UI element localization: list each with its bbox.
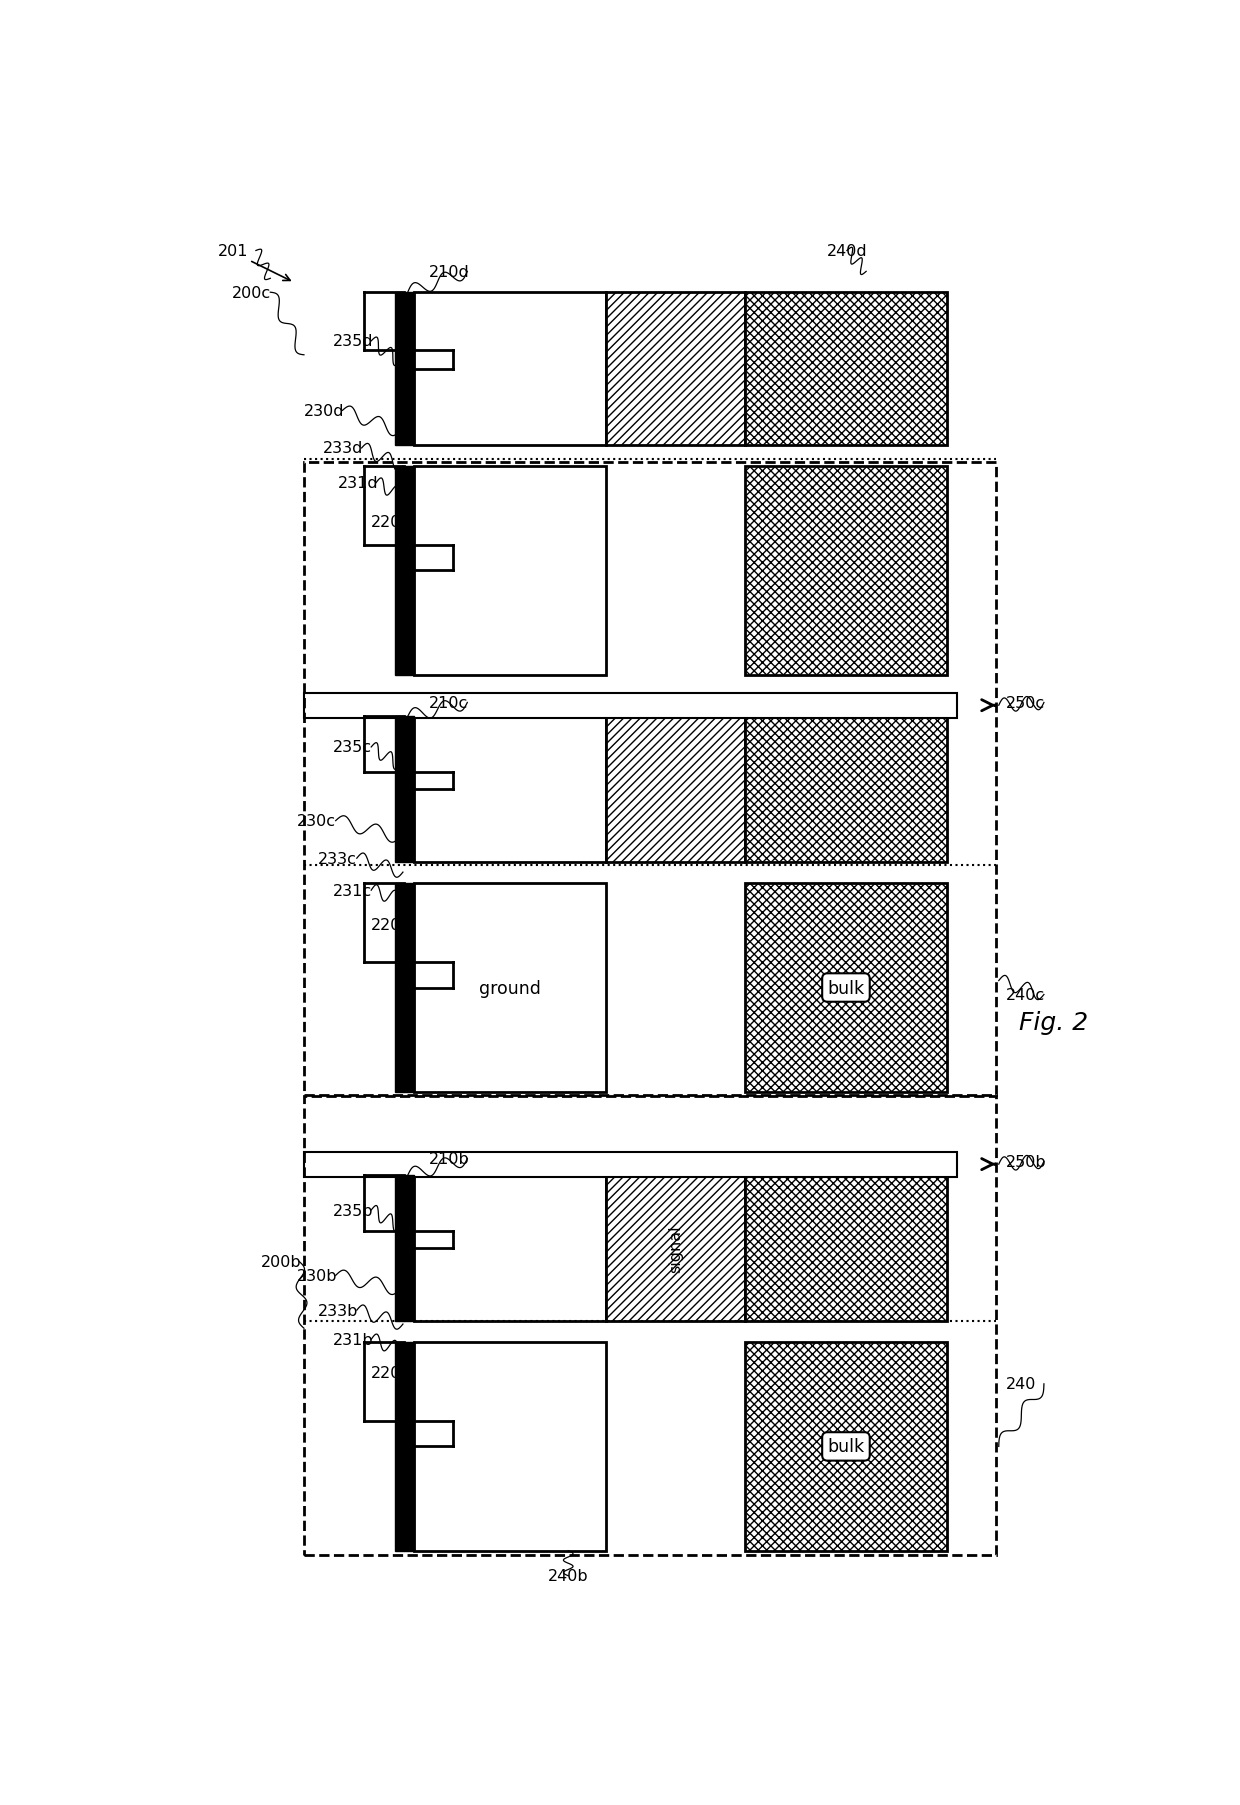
Bar — [404, 292, 413, 446]
Bar — [304, 1096, 996, 1556]
Bar — [396, 1175, 404, 1321]
Bar — [413, 1175, 605, 1321]
Text: 210c: 210c — [429, 695, 469, 711]
Text: 231c: 231c — [332, 883, 372, 899]
Text: 240c: 240c — [1006, 987, 1044, 1002]
Bar — [404, 1343, 413, 1550]
Text: 233b: 233b — [319, 1303, 358, 1318]
Text: signal: signal — [668, 1226, 683, 1273]
Bar — [745, 467, 947, 675]
Bar — [745, 292, 947, 446]
Text: bulk: bulk — [827, 1437, 864, 1455]
Text: 240b: 240b — [548, 1569, 589, 1583]
Text: 235d: 235d — [332, 334, 373, 348]
Text: 250c: 250c — [1006, 695, 1044, 711]
Bar — [404, 717, 413, 863]
Text: 201: 201 — [217, 244, 248, 258]
Bar — [404, 1175, 413, 1321]
Bar — [396, 884, 404, 1092]
Bar — [304, 1152, 957, 1177]
Bar — [413, 1343, 605, 1550]
Text: 240d: 240d — [827, 244, 867, 258]
Bar — [745, 1175, 947, 1321]
Text: 240: 240 — [1006, 1377, 1035, 1392]
Bar — [304, 462, 996, 1096]
Text: 231b: 231b — [332, 1332, 373, 1347]
Bar — [396, 717, 404, 863]
Bar — [605, 292, 745, 446]
Bar — [404, 467, 413, 675]
Bar — [745, 717, 947, 863]
Text: 220a: 220a — [371, 1365, 412, 1381]
Text: 230b: 230b — [298, 1269, 337, 1283]
Text: 233c: 233c — [319, 852, 357, 866]
Bar — [413, 884, 605, 1092]
Text: 210d: 210d — [429, 265, 470, 280]
Text: 250b: 250b — [1006, 1153, 1047, 1170]
Bar — [605, 717, 745, 863]
Text: 235b: 235b — [332, 1202, 373, 1218]
Text: 230c: 230c — [298, 814, 336, 828]
Text: 230d: 230d — [304, 404, 345, 419]
Text: 200c: 200c — [232, 285, 272, 301]
Text: ground: ground — [479, 978, 541, 996]
Text: bulk: bulk — [827, 978, 864, 996]
Text: Fig. 2: Fig. 2 — [1019, 1011, 1087, 1034]
Text: 233d: 233d — [324, 440, 363, 457]
Bar — [413, 467, 605, 675]
Bar — [396, 467, 404, 675]
Bar — [396, 292, 404, 446]
Text: 231d: 231d — [337, 477, 378, 491]
Bar — [745, 1343, 947, 1550]
Text: 200b: 200b — [260, 1254, 301, 1269]
Bar — [413, 717, 605, 863]
Bar — [404, 884, 413, 1092]
Text: 220c: 220c — [371, 514, 410, 531]
Bar — [396, 1343, 404, 1550]
Text: 220b: 220b — [371, 919, 412, 933]
Text: 210b: 210b — [429, 1152, 470, 1166]
Bar — [304, 693, 957, 718]
Text: 235c: 235c — [332, 740, 372, 754]
Bar — [745, 884, 947, 1092]
Bar — [413, 292, 605, 446]
Bar — [605, 1175, 745, 1321]
